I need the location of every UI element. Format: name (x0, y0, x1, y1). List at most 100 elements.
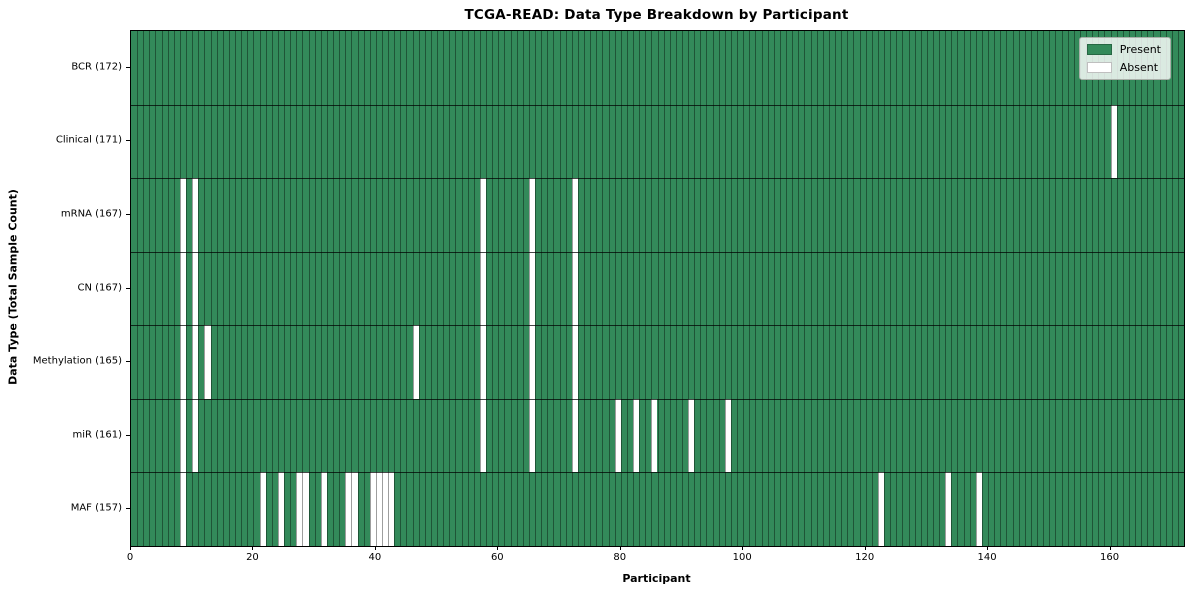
cell-gridline (651, 31, 653, 546)
cell-gridline (1159, 31, 1161, 546)
x-tick-label: 80 (613, 552, 627, 563)
x-tick-mark (742, 546, 744, 550)
cell-gridline (443, 31, 445, 546)
cell-gridline (786, 31, 788, 546)
cell-gridline (926, 31, 928, 546)
cell-gridline (633, 31, 634, 546)
cell-gridline (559, 31, 561, 546)
cell-gridline (235, 31, 237, 546)
cell-gridline (400, 31, 402, 546)
row-separator (131, 251, 1184, 253)
y-tick-mark (126, 66, 130, 68)
cell-gridline (265, 31, 267, 546)
cell-gridline (596, 31, 598, 546)
cell-gridline (1147, 31, 1149, 546)
absent-cell (179, 251, 187, 326)
cell-gridline (877, 31, 879, 546)
absent-cell (479, 325, 487, 399)
cell-gridline (779, 31, 781, 546)
cell-gridline (455, 31, 457, 546)
cell-gridline (859, 31, 861, 546)
cell-gridline (516, 31, 518, 546)
absent-cell (192, 251, 199, 326)
heatmap-rows (131, 31, 1184, 546)
absent-cell (179, 398, 187, 473)
cell-gridline (1073, 31, 1075, 546)
cell-gridline (412, 31, 414, 546)
y-tick-label: CN (167) (77, 282, 122, 293)
y-tick-mark (126, 361, 130, 363)
absent-cell (528, 178, 536, 252)
cell-gridline (1061, 31, 1063, 546)
cell-gridline (504, 31, 506, 546)
cell-gridline (1086, 31, 1088, 546)
row-separator (131, 472, 1184, 474)
row-separator (131, 104, 1184, 106)
absent-cell (528, 251, 536, 326)
cell-gridline (210, 31, 212, 546)
cell-gridline (137, 31, 139, 546)
cell-gridline (730, 31, 732, 546)
cell-gridline (357, 31, 359, 546)
cell-gridline (743, 31, 745, 546)
y-tick-mark (126, 287, 130, 289)
cell-gridline (1030, 31, 1032, 546)
cell-gridline (865, 31, 867, 546)
cell-gridline (510, 31, 512, 546)
cell-gridline (951, 31, 953, 546)
x-tick-mark (497, 546, 499, 550)
cell-gridline (1055, 31, 1057, 546)
cell-gridline (228, 31, 230, 546)
cell-gridline (204, 31, 206, 546)
cell-gridline (994, 31, 996, 546)
legend: Present Absent (1078, 37, 1171, 80)
absent-cell (528, 398, 536, 473)
cell-gridline (871, 31, 873, 546)
heatmap-row-maf (131, 472, 1184, 546)
absent-cell (528, 325, 536, 399)
cell-gridline (424, 31, 426, 546)
cell-gridline (645, 31, 647, 546)
cell-gridline (461, 31, 463, 546)
absent-cell (369, 472, 376, 546)
cell-gridline (241, 31, 243, 546)
cell-gridline (626, 31, 628, 546)
y-tick-label: mRNA (167) (60, 208, 122, 220)
absent-cell (375, 472, 382, 546)
x-tick-label: 120 (855, 552, 875, 563)
cell-gridline (149, 31, 151, 546)
cell-gridline (277, 31, 279, 546)
x-axis-label: Participant (622, 572, 691, 585)
absent-cell (277, 472, 285, 546)
cell-gridline (1079, 31, 1081, 546)
cell-gridline (816, 31, 818, 546)
cell-gridline (498, 31, 500, 546)
cell-gridline (688, 31, 690, 546)
absent-cell (192, 325, 199, 399)
cell-gridline (945, 31, 947, 546)
cell-gridline (565, 31, 567, 546)
cell-gridline (1067, 31, 1069, 546)
cell-gridline (186, 31, 188, 546)
cell-gridline (143, 31, 145, 546)
absent-cell (571, 178, 578, 252)
cell-gridline (339, 31, 341, 546)
cell-gridline (302, 31, 304, 546)
cell-gridline (198, 31, 200, 546)
cell-gridline (988, 31, 990, 546)
cell-gridline (473, 31, 475, 546)
cell-gridline (363, 31, 365, 546)
cell-gridline (155, 31, 157, 546)
y-axis-label: Data Type (Total Sample Count) (6, 189, 20, 385)
legend-swatch-icon (1086, 62, 1112, 73)
heatmap-row-cn (131, 251, 1184, 326)
cell-gridline (884, 31, 886, 546)
cell-gridline (161, 31, 163, 546)
y-tick-label: Methylation (165) (32, 355, 122, 367)
cell-gridline (535, 31, 537, 546)
cell-gridline (290, 31, 292, 546)
cell-gridline (675, 31, 677, 546)
cell-gridline (1110, 31, 1112, 546)
cell-gridline (835, 31, 837, 546)
cell-gridline (437, 31, 439, 546)
